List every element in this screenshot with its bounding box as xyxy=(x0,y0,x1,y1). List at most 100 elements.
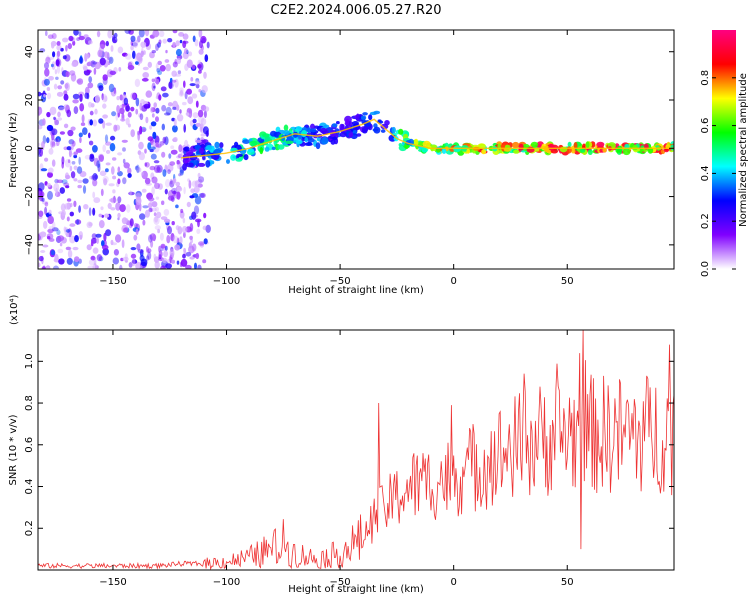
noise-speckle xyxy=(125,53,132,60)
noise-speckle xyxy=(149,51,155,59)
noise-speckle xyxy=(104,134,109,143)
noise-speckle xyxy=(56,138,60,147)
noise-speckle xyxy=(132,50,136,59)
noise-speckle xyxy=(147,251,152,260)
noise-speckle xyxy=(73,30,79,36)
noise-speckle xyxy=(55,59,60,67)
snr-y-tick-label: 0.6 xyxy=(24,437,35,453)
ridge-blob xyxy=(264,146,270,152)
noise-speckle xyxy=(138,141,144,150)
noise-speckle xyxy=(44,202,49,207)
ridge-blob xyxy=(321,136,329,145)
ridge-blob xyxy=(259,147,264,155)
noise-speckle xyxy=(130,129,135,138)
noise-speckle xyxy=(65,71,70,78)
noise-speckle xyxy=(178,173,182,177)
ridge-blob xyxy=(214,141,220,149)
noise-speckle xyxy=(129,190,132,196)
noise-speckle xyxy=(154,182,160,189)
noise-speckle xyxy=(151,113,155,118)
noise-speckle xyxy=(128,30,134,35)
noise-speckle xyxy=(153,160,160,164)
noise-speckle xyxy=(44,157,49,162)
noise-speckle xyxy=(122,256,129,262)
ridge-blob xyxy=(197,162,206,167)
noise-speckle xyxy=(189,235,193,240)
noise-speckle xyxy=(53,83,58,90)
noise-speckle xyxy=(194,80,201,85)
noise-speckle xyxy=(78,35,85,41)
noise-speckle xyxy=(69,165,73,172)
noise-speckle xyxy=(67,43,73,50)
noise-speckle xyxy=(169,77,173,83)
noise-speckle xyxy=(148,234,153,243)
noise-speckle xyxy=(83,34,89,39)
ridge-blob xyxy=(310,128,317,133)
noise-speckle xyxy=(86,62,92,67)
noise-speckle xyxy=(112,157,117,161)
noise-speckle xyxy=(102,144,106,153)
ridge-blob xyxy=(307,137,315,143)
noise-speckle xyxy=(46,137,50,144)
noise-speckle xyxy=(38,91,42,97)
snr-plot-frame xyxy=(37,329,675,571)
noise-speckle xyxy=(65,45,68,52)
ridge-blob xyxy=(319,127,328,134)
noise-speckle xyxy=(47,236,51,240)
noise-speckle xyxy=(92,207,96,216)
noise-speckle xyxy=(91,174,95,181)
ridge-blob xyxy=(596,141,605,148)
noise-speckle xyxy=(200,133,206,137)
noise-speckle xyxy=(127,173,132,178)
noise-speckle xyxy=(59,131,65,135)
noise-speckle xyxy=(167,226,172,235)
noise-speckle xyxy=(66,146,72,151)
noise-speckle xyxy=(135,97,140,107)
noise-speckle xyxy=(183,80,186,88)
snr-y-tick-label: 0.4 xyxy=(24,479,35,495)
noise-speckle xyxy=(182,40,187,49)
noise-speckle xyxy=(184,91,188,100)
ridge-blob xyxy=(185,162,194,168)
noise-speckle xyxy=(194,39,199,47)
noise-speckle xyxy=(177,70,182,75)
snr-ticks: −150 −100 −50 0 50 0.2 0.4 0.6 0.8 1.0 xyxy=(24,330,674,588)
noise-speckle xyxy=(154,216,159,223)
noise-speckle xyxy=(69,70,76,76)
noise-speckle xyxy=(80,122,86,126)
noise-speckle xyxy=(166,235,171,244)
noise-speckle xyxy=(88,207,92,217)
colorbar-tick-label: 0.8 xyxy=(700,70,711,86)
noise-speckle xyxy=(142,72,149,79)
noise-speckle xyxy=(116,105,120,114)
noise-speckle xyxy=(66,198,72,202)
noise-speckle xyxy=(195,218,202,223)
noise-speckle xyxy=(66,109,72,118)
ridge-blob xyxy=(242,139,251,145)
noise-speckle xyxy=(56,229,61,236)
noise-speckle xyxy=(189,222,194,232)
noise-speckle xyxy=(78,205,81,213)
noise-speckle xyxy=(115,202,121,211)
noise-speckle xyxy=(167,38,173,43)
noise-speckle xyxy=(74,235,79,243)
noise-speckle xyxy=(51,221,56,230)
snr-x-tick-label: 50 xyxy=(561,577,574,588)
noise-speckle xyxy=(69,235,76,244)
noise-speckle xyxy=(125,117,130,126)
noise-speckle xyxy=(40,250,46,253)
ridge-blob xyxy=(622,148,631,156)
noise-speckle xyxy=(176,104,180,111)
noise-speckle xyxy=(87,82,94,89)
noise-speckle xyxy=(193,186,200,194)
noise-speckle xyxy=(115,112,119,121)
noise-speckle xyxy=(112,36,118,44)
ridge-blob xyxy=(315,142,321,150)
noise-speckle xyxy=(203,106,210,112)
noise-speckle xyxy=(92,263,98,269)
ridge-blob xyxy=(368,114,373,121)
noise-speckle xyxy=(49,106,57,116)
noise-speckle xyxy=(96,30,101,38)
noise-speckle xyxy=(142,219,146,226)
ridge-blob xyxy=(513,149,520,154)
